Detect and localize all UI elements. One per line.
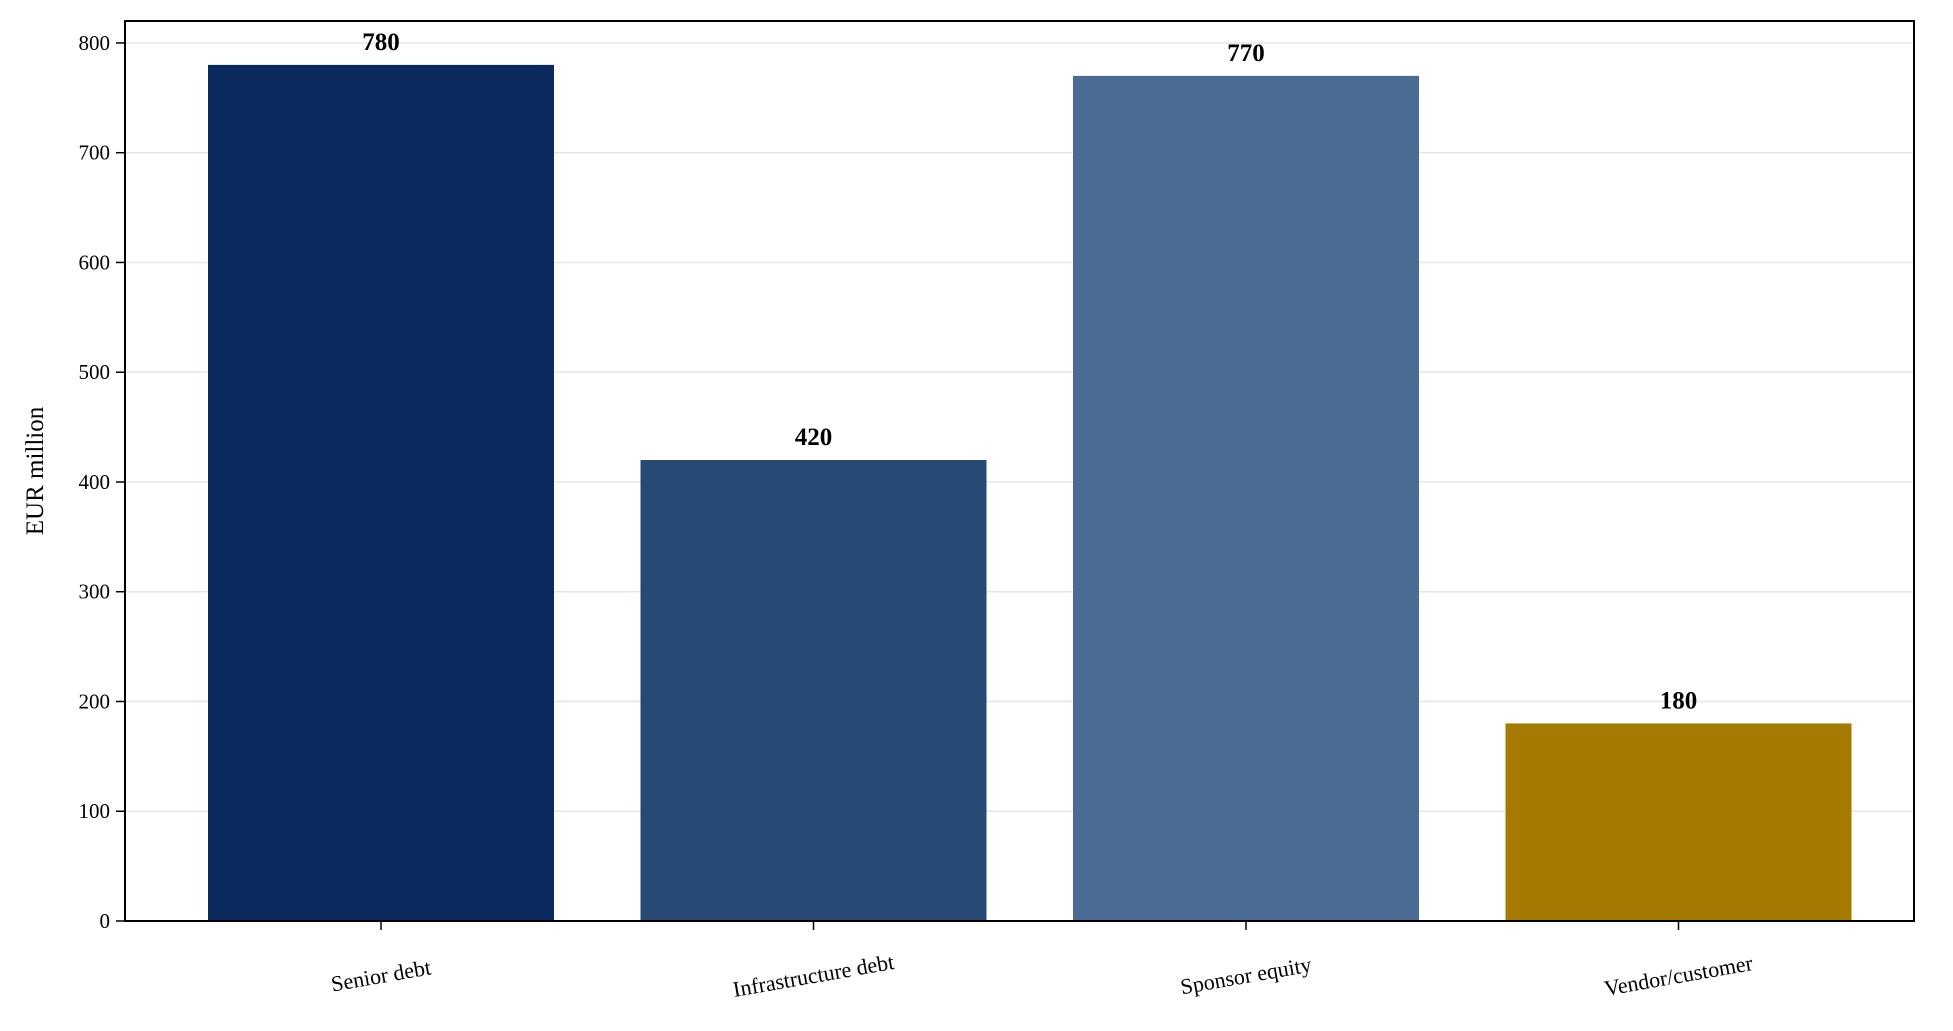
x-tick-label: Senior debt bbox=[329, 954, 433, 996]
data-label: 420 bbox=[795, 424, 833, 451]
bar bbox=[1073, 75, 1419, 921]
bar bbox=[640, 460, 987, 921]
bar bbox=[208, 64, 554, 921]
data-label: 180 bbox=[1660, 687, 1698, 714]
data-label: 770 bbox=[1227, 40, 1265, 67]
data-label: 780 bbox=[362, 29, 400, 56]
plot-frame bbox=[124, 20, 1915, 922]
y-tick-label: 800 bbox=[79, 31, 111, 55]
y-tick-label: 0 bbox=[100, 909, 111, 933]
x-tick-label: Sponsor equity bbox=[1178, 952, 1313, 1000]
y-tick-label: 300 bbox=[79, 580, 111, 604]
y-axis-title: EUR million bbox=[22, 406, 49, 535]
y-tick-label: 600 bbox=[79, 250, 111, 274]
y-axis-ticks: 0 100 200 300 400 500 600 700 800 bbox=[79, 31, 125, 933]
y-tick-label: 100 bbox=[79, 799, 111, 823]
x-tick-label: Infrastructure debt bbox=[731, 949, 896, 1002]
bars bbox=[208, 64, 1852, 921]
y-tick-label: 700 bbox=[79, 141, 111, 165]
y-tick-label: 200 bbox=[79, 689, 111, 713]
x-axis-ticks: Senior debt Infrastructure debt Sponsor eq… bbox=[329, 921, 1755, 1002]
bar bbox=[1505, 723, 1852, 921]
data-labels: 780 420 770 180 bbox=[362, 29, 1697, 715]
y-tick-label: 500 bbox=[79, 360, 111, 384]
y-tick-label: 400 bbox=[79, 470, 111, 494]
x-tick-label: Vendor/customer bbox=[1602, 950, 1755, 1001]
